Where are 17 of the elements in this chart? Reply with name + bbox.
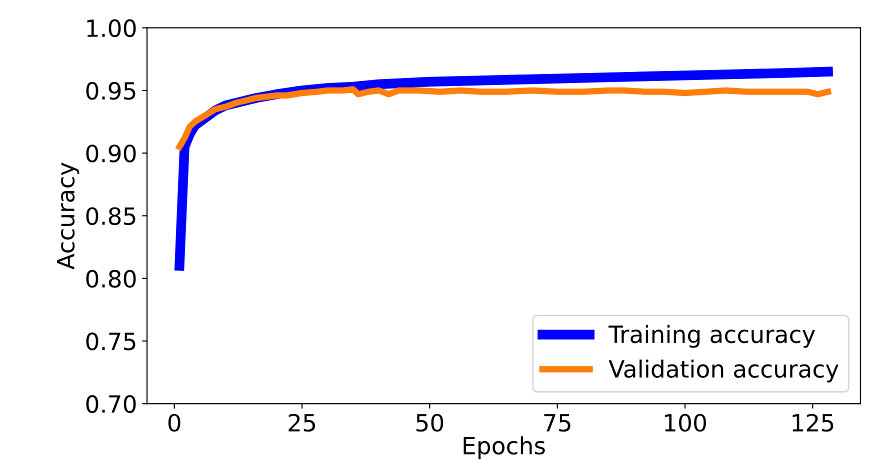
x-tick-label: 100: [665, 414, 706, 432]
x-tick-label: 50: [416, 414, 444, 432]
y-tick-label: 0.70: [86, 395, 136, 413]
legend-label: Training accuracy: [608, 324, 816, 348]
y-tick-label: 0.95: [86, 82, 136, 100]
x-tick-label: 125: [792, 414, 834, 432]
y-tick-label: 0.75: [86, 332, 136, 350]
y-tick-label: 0.90: [86, 144, 136, 162]
legend-label: Validation accuracy: [608, 360, 838, 382]
y-tick-label: 0.85: [86, 207, 136, 226]
y-axis-title: Accuracy: [57, 162, 80, 270]
y-tick-label: 1.00: [87, 19, 136, 38]
y-tick-label: 0.80: [86, 270, 136, 288]
x-tick-label: 75: [544, 414, 570, 432]
x-tick-label: 25: [288, 414, 315, 432]
x-tick-label: 0: [168, 414, 180, 432]
x-axis-title: Epochs: [464, 436, 545, 460]
